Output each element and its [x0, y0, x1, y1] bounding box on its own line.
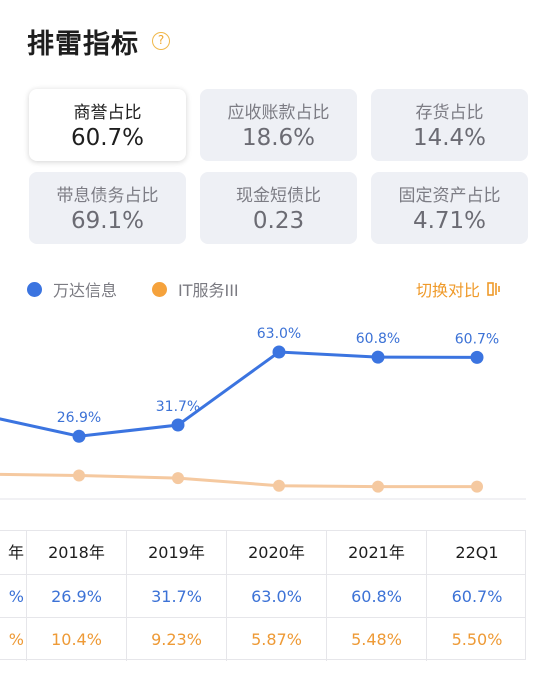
table-cell: 60.7%: [451, 587, 503, 606]
data-point-company: [171, 418, 185, 432]
table-header-cell: 年: [0, 531, 27, 574]
switch-compare-button[interactable]: 切换对比: [416, 277, 502, 301]
legend-item-company[interactable]: 万达信息: [27, 277, 117, 301]
data-point-industry: [273, 479, 285, 492]
card-label: 现金短债比: [236, 186, 321, 206]
data-label: 31.7%: [156, 399, 200, 415]
data-point-industry: [73, 469, 85, 482]
help-icon[interactable]: ?: [152, 32, 170, 50]
table-cell: %: [0, 618, 27, 661]
series-line-company: [0, 350, 478, 438]
page-title: 排雷指标: [27, 29, 139, 60]
card-label: 固定资产占比: [398, 186, 501, 206]
switch-label: 切换对比: [416, 281, 481, 300]
table-header-cell: 2020年: [227, 531, 327, 574]
legend-dot-icon: [152, 281, 167, 297]
table-header-cell: 2019年: [127, 531, 227, 574]
data-point-industry: [172, 472, 184, 485]
series-line-industry: [0, 472, 478, 489]
table-header-cell: 2018年: [27, 531, 127, 574]
table-header-cell: 2021年: [327, 531, 427, 574]
data-point-company: [272, 345, 286, 359]
table-cell: 5.87%: [227, 618, 327, 661]
table-row: % 10.4% 9.23% 5.87% 5.48% 5.50%: [0, 618, 525, 661]
data-point-company: [72, 429, 86, 443]
data-point-industry: [372, 480, 384, 493]
card-interest-debt-ratio[interactable]: 带息债务占比 69.1%: [29, 172, 186, 244]
data-label: 63.0%: [257, 326, 301, 342]
table-cell: 63.0%: [227, 575, 327, 618]
data-label: 26.9%: [57, 410, 101, 426]
table-cell: 5.50%: [451, 630, 503, 649]
data-label: 60.8%: [356, 331, 400, 347]
data-point-company: [470, 350, 484, 364]
table-cell: 60.8%: [327, 575, 427, 618]
table-cell: 10.4%: [27, 618, 127, 661]
card-value: 4.71%: [412, 208, 487, 234]
data-table: 年 2018年 2019年 2020年 2021年 22Q1 % 26.9% 3…: [0, 530, 526, 661]
card-value: 0.23: [252, 208, 305, 234]
card-receivables-ratio[interactable]: 应收账款占比 18.6%: [200, 89, 357, 161]
card-label: 商誉占比: [73, 103, 142, 123]
data-point-industry: [471, 480, 483, 493]
card-cash-short-debt-ratio[interactable]: 现金短债比 0.23: [200, 172, 357, 244]
legend-dot-icon: [27, 281, 42, 297]
legend-item-industry[interactable]: IT服务III: [152, 277, 239, 301]
card-value: 60.7%: [70, 125, 145, 151]
card-value: 69.1%: [70, 208, 145, 234]
table-cell: 9.23%: [127, 618, 227, 661]
card-fixed-assets-ratio[interactable]: 固定资产占比 4.71%: [371, 172, 528, 244]
legend-label: IT服务III: [178, 281, 239, 300]
card-inventory-ratio[interactable]: 存货占比 14.4%: [371, 89, 528, 161]
table-row: % 26.9% 31.7% 63.0% 60.8% 60.7%: [0, 575, 525, 618]
data-label: 60.7%: [455, 331, 499, 347]
card-label: 应收账款占比: [227, 103, 330, 123]
card-goodwill-ratio[interactable]: 商誉占比 60.7%: [29, 89, 186, 161]
table-cell: 31.7%: [127, 575, 227, 618]
card-label: 存货占比: [415, 103, 484, 123]
table-cell: %: [0, 575, 27, 618]
data-point-company: [371, 350, 385, 364]
card-label: 带息债务占比: [56, 186, 159, 206]
switch-compare-icon: [486, 281, 502, 297]
table-header-row: 年 2018年 2019年 2020年 2021年 22Q1: [0, 531, 525, 574]
table-cell: 26.9%: [27, 575, 127, 618]
table-header-cell: 22Q1: [455, 543, 499, 562]
card-value: 14.4%: [412, 125, 487, 151]
legend-label: 万达信息: [53, 281, 118, 300]
card-value: 18.6%: [241, 125, 316, 151]
table-cell: 5.48%: [327, 618, 427, 661]
